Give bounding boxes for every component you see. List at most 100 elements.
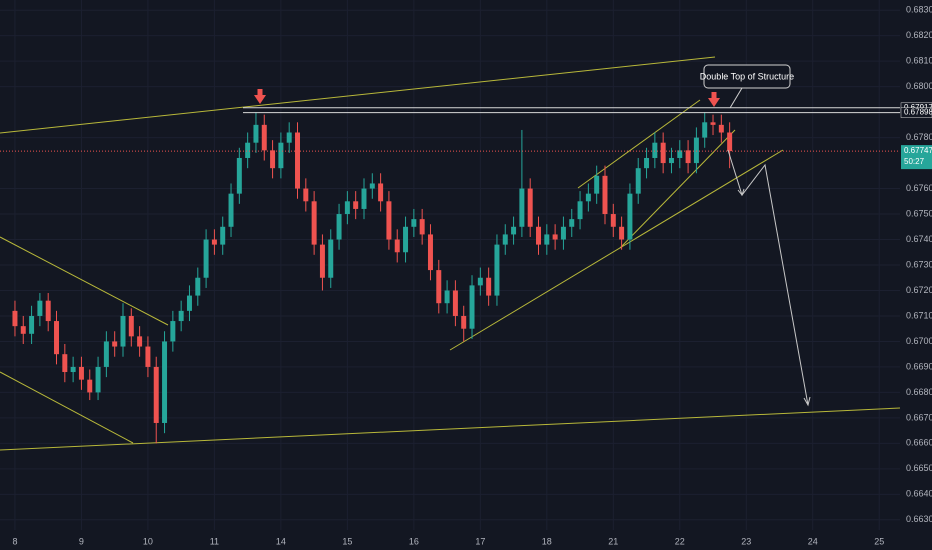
candle-body	[37, 300, 43, 316]
candle-body	[236, 157, 242, 194]
projected-path	[727, 149, 809, 406]
price-level-label: 0.67898	[904, 108, 932, 117]
candle-body	[569, 219, 575, 227]
countdown-label: 50:27	[904, 157, 925, 166]
candle-body	[552, 234, 558, 240]
candle-body	[444, 290, 450, 304]
candle-body	[668, 157, 674, 164]
candle-body	[70, 366, 76, 373]
trend-line	[0, 236, 169, 326]
x-tick-label: 17	[475, 536, 485, 546]
candle-body	[278, 142, 284, 169]
candle-body	[103, 341, 109, 367]
candle-body	[220, 226, 226, 245]
candle-body	[369, 183, 375, 189]
candle-body	[718, 124, 724, 133]
candle-body	[411, 219, 417, 227]
candle-body	[353, 201, 359, 209]
candle-body	[336, 214, 342, 240]
candle-body	[394, 239, 400, 253]
candle-body	[619, 226, 625, 240]
candle-body	[452, 290, 458, 316]
trend-line	[0, 407, 901, 451]
candle-body	[602, 175, 608, 215]
candle-body	[186, 295, 192, 311]
candles	[12, 112, 733, 444]
candle-body	[652, 142, 658, 158]
candle-body	[95, 366, 101, 393]
candle-body	[710, 122, 716, 125]
candle-body	[270, 150, 276, 169]
candle-body	[594, 175, 600, 194]
candle-body	[311, 201, 317, 245]
candle-body	[253, 124, 259, 143]
candle-body	[677, 150, 683, 158]
x-tick-label: 15	[342, 536, 352, 546]
top-arrow	[254, 95, 266, 104]
trend-line	[0, 371, 134, 444]
candle-body	[261, 124, 267, 151]
candle-body	[469, 285, 475, 329]
candle-body	[344, 201, 350, 215]
candle-body	[519, 188, 525, 227]
candle-body	[45, 300, 51, 322]
candle-body	[195, 277, 201, 296]
candle-body	[486, 277, 492, 296]
x-tick-label: 18	[542, 536, 552, 546]
candle-body	[286, 132, 292, 143]
top-arrow	[708, 98, 720, 107]
candle-body	[361, 188, 367, 209]
arrow-head	[737, 188, 745, 197]
arrow-head	[803, 396, 811, 407]
candle-body	[328, 239, 334, 278]
price-level-tag	[900, 107, 932, 118]
candle-body	[128, 315, 134, 337]
candle-body	[112, 341, 118, 347]
candle-body	[436, 270, 442, 304]
candle-body	[245, 142, 251, 158]
trend-line	[619, 129, 736, 249]
candle-body	[145, 346, 151, 367]
candle-body	[178, 310, 184, 322]
candle-body	[203, 239, 209, 278]
x-tick-label: 16	[409, 536, 419, 546]
top-arrow	[711, 92, 717, 99]
candle-body	[211, 239, 217, 245]
trend-line	[449, 149, 784, 351]
candle-body	[153, 366, 159, 423]
candle-body	[295, 132, 300, 189]
candle-body	[303, 188, 309, 202]
trend-line	[577, 99, 701, 189]
x-tick-label: 14	[276, 536, 286, 546]
candle-body	[577, 201, 583, 220]
x-tick-label: 8	[12, 536, 17, 546]
callout-text: Double Top of Structure	[700, 71, 794, 81]
candle-body	[29, 315, 35, 334]
y-tick-label: 0.66300	[906, 514, 932, 524]
candle-body	[87, 379, 93, 393]
candle-body	[54, 321, 60, 355]
callout-box	[703, 64, 791, 89]
candle-body	[419, 219, 425, 235]
x-tick-label: 11	[210, 536, 219, 546]
candle-body	[494, 244, 500, 296]
candle-body	[511, 226, 517, 235]
candle-body	[228, 193, 234, 227]
candle-body	[62, 354, 68, 373]
candle-body	[560, 226, 566, 240]
candle-body	[544, 234, 550, 245]
candle-body	[20, 326, 26, 334]
candle-body	[12, 310, 18, 327]
candle-body	[319, 244, 325, 278]
candle-body	[137, 336, 143, 347]
